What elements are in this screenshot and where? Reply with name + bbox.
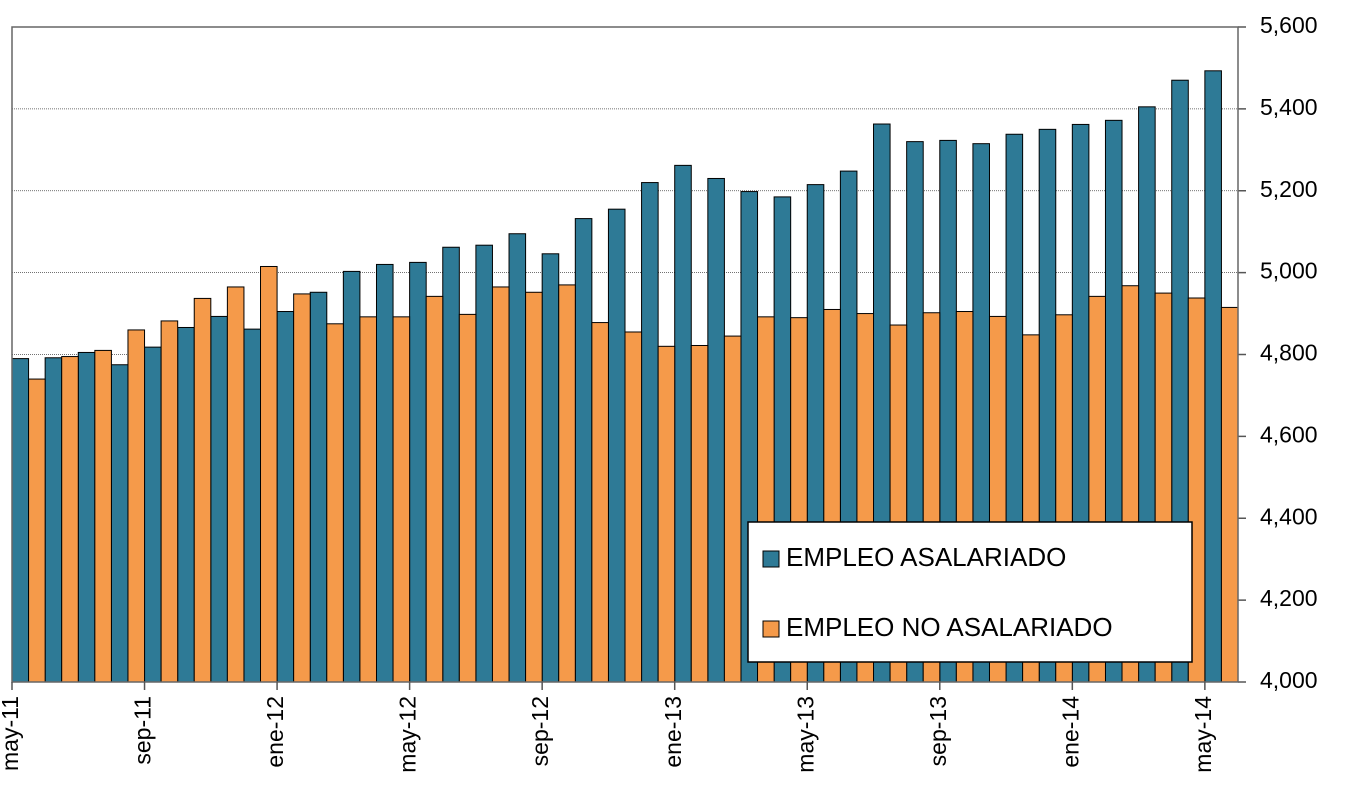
x-tick-label: sep-12: [527, 696, 553, 766]
bar: [359, 316, 377, 683]
bar: [193, 297, 212, 683]
y-tick-label: 4,800: [1260, 340, 1318, 366]
legend-box: [747, 521, 1193, 663]
bar: [243, 328, 262, 683]
bar: [11, 358, 30, 683]
bar: [276, 311, 295, 683]
bar: [558, 284, 576, 683]
bar: [657, 345, 676, 683]
bar: [475, 244, 493, 683]
y-tick-label: 5,400: [1260, 94, 1318, 120]
bar: [309, 291, 328, 683]
bar: [442, 246, 460, 683]
legend-swatch: [762, 550, 780, 568]
bar: [409, 261, 427, 683]
legend-label: EMPLEO ASALARIADO: [786, 542, 1066, 572]
bar: [491, 286, 510, 683]
bar: [591, 322, 609, 683]
bar: [210, 315, 228, 683]
x-tick-label: sep-13: [925, 696, 951, 766]
bar: [508, 233, 527, 683]
legend-label: EMPLEO NO ASALARIADO: [786, 612, 1113, 642]
bar: [144, 346, 162, 683]
bar: [574, 218, 593, 683]
y-tick-label: 4,200: [1260, 585, 1318, 611]
bar: [1204, 70, 1222, 683]
x-tick-label: ene-14: [1057, 696, 1083, 768]
x-tick-label: sep-11: [130, 696, 156, 765]
bar: [707, 177, 725, 683]
x-tick-label: ene-12: [262, 696, 288, 768]
bar: [641, 182, 659, 683]
legend-swatch: [762, 620, 780, 638]
y-tick-label: 5,600: [1260, 12, 1318, 38]
x-tick-label: may-14: [1190, 696, 1216, 773]
bar: [77, 351, 96, 683]
bar: [160, 320, 179, 683]
bar: [525, 291, 543, 683]
bar: [260, 265, 278, 683]
bar: [392, 316, 411, 683]
bar: [342, 270, 361, 683]
bar: [127, 329, 146, 683]
bar: [177, 326, 195, 683]
bar: [293, 293, 311, 683]
x-tick-label: may-13: [792, 696, 818, 773]
x-tick-label: may-12: [395, 696, 421, 773]
bar: [624, 331, 643, 683]
bar: [375, 263, 394, 683]
plot-frame: [11, 26, 1239, 683]
bar: [690, 344, 709, 683]
bar: [61, 356, 79, 683]
y-tick-label: 5,000: [1260, 258, 1318, 284]
bar: [674, 164, 692, 683]
bar: [226, 286, 245, 683]
bar: [723, 335, 742, 683]
x-tick-label: ene-13: [660, 696, 686, 768]
bar: [44, 357, 63, 683]
y-tick-label: 5,200: [1260, 176, 1318, 202]
bar: [458, 313, 477, 683]
bar: [28, 378, 46, 683]
y-tick-label: 4,600: [1260, 421, 1318, 447]
bar: [326, 323, 344, 683]
bar: [541, 253, 560, 683]
y-tick-label: 4,400: [1260, 503, 1318, 529]
legend: EMPLEO ASALARIADO EMPLEO NO ASALARIADO: [747, 521, 1193, 663]
bar: [425, 295, 444, 683]
bar: [110, 364, 129, 683]
bar: [607, 208, 626, 683]
bar: [1220, 306, 1239, 683]
bar: [94, 349, 112, 683]
x-tick-label: may-11: [0, 696, 23, 771]
y-tick-label: 4,000: [1260, 667, 1318, 693]
